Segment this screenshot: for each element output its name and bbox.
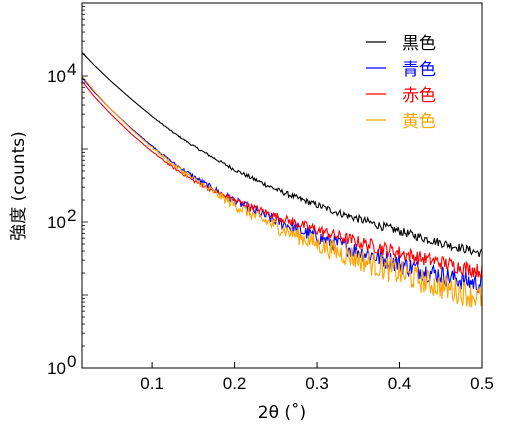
series-line-2 (81, 77, 483, 294)
y-tick-label-2: 10 (47, 213, 66, 232)
y-tick-base: 10 (47, 213, 66, 232)
y-tick-base: 10 (47, 67, 66, 86)
legend-label-1: 黒色 (402, 34, 436, 54)
y-tick-exponent-1: 0 (67, 352, 76, 371)
y-tick-base: 10 (47, 359, 66, 378)
legend-label-3: 赤色 (402, 86, 436, 106)
x-tick-label-5: 0.5 (470, 374, 494, 393)
x-tick-label-1: 0.1 (140, 374, 164, 393)
y-tick-label-3: 10 (47, 67, 66, 86)
ticks-layer (82, 5, 483, 369)
series-layer (81, 52, 483, 308)
y-tick-exponent-3: 4 (67, 60, 76, 79)
y-tick-exponent-2: 2 (67, 206, 76, 225)
x-tick-label-2: 0.2 (223, 374, 247, 393)
x-axis-title: 2θ (˚) (258, 402, 306, 423)
x-tick-label-4: 0.4 (388, 374, 412, 393)
legend-label-4: 黄色 (402, 112, 436, 132)
y-tick-label-1: 10 (47, 359, 66, 378)
series-line-1 (81, 52, 483, 257)
x-tick-label-3: 0.3 (305, 374, 329, 393)
legend-label-2: 青色 (402, 60, 436, 80)
series-line-4 (81, 75, 483, 308)
series-line-3 (81, 80, 483, 279)
y-axis-title: 強度 (counts) (9, 131, 29, 241)
plot-frame (81, 2, 483, 369)
